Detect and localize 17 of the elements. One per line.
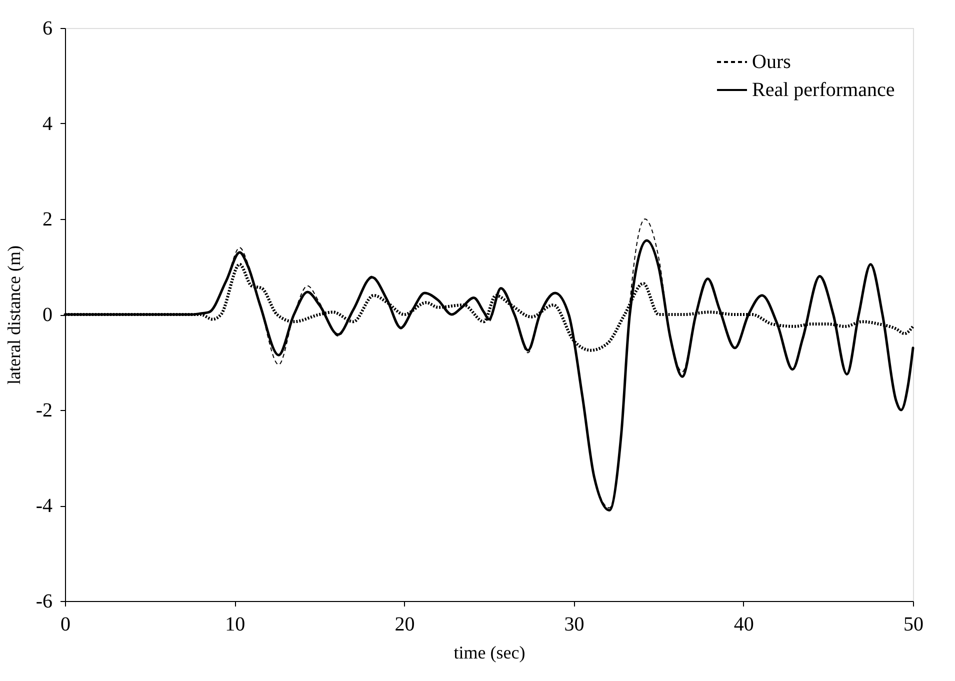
y-axis-title: lateral distance (m) (4, 246, 24, 384)
x-tick-label: 50 (904, 614, 924, 636)
y-tick-label: -2 (36, 400, 52, 422)
x-tick-label: 20 (394, 614, 415, 636)
y-tick-label: 0 (42, 304, 52, 326)
x-tick-label: 10 (225, 614, 246, 636)
x-tick-label: 0 (60, 614, 70, 636)
y-tick-label: -6 (36, 590, 52, 612)
x-axis-title: time (sec) (454, 642, 526, 662)
y-tick-label: 6 (42, 18, 52, 40)
y-tick-label: 2 (42, 208, 52, 230)
legend-label: Ours (752, 51, 792, 73)
x-tick-label: 30 (564, 614, 584, 636)
y-tick-label: -4 (36, 495, 52, 517)
legend-label: Real performance (752, 79, 895, 101)
x-tick-label: 40 (734, 614, 754, 636)
y-tick-label: 4 (42, 113, 52, 135)
